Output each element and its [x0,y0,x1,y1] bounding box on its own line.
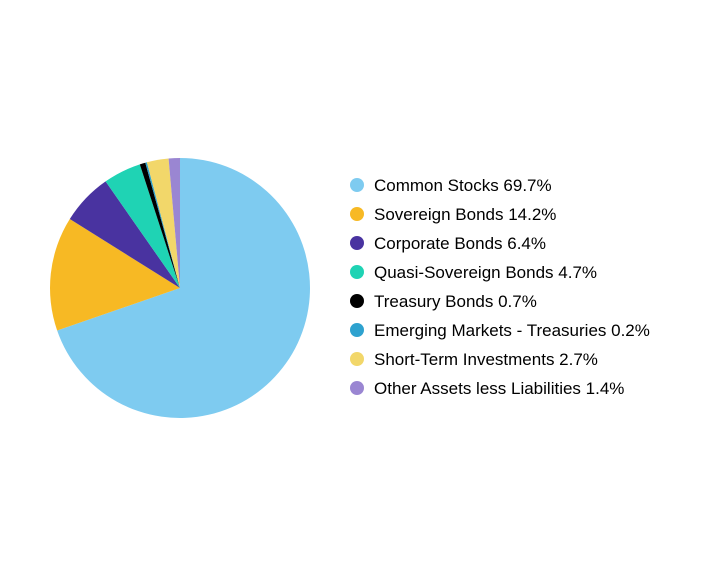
legend: Common Stocks 69.7% Sovereign Bonds 14.2%… [330,169,678,407]
legend-swatch [350,381,364,395]
legend-swatch [350,178,364,192]
legend-item: Quasi-Sovereign Bonds 4.7% [350,262,678,285]
pie-chart-column [30,138,330,438]
legend-swatch [350,294,364,308]
legend-label: Short-Term Investments 2.7% [374,349,598,372]
legend-label: Sovereign Bonds 14.2% [374,204,556,227]
legend-label: Corporate Bonds 6.4% [374,233,546,256]
legend-item: Emerging Markets - Treasuries 0.2% [350,320,678,343]
legend-swatch [350,323,364,337]
legend-item: Common Stocks 69.7% [350,175,678,198]
legend-item: Other Assets less Liabilities 1.4% [350,378,678,401]
legend-item: Corporate Bonds 6.4% [350,233,678,256]
legend-item: Short-Term Investments 2.7% [350,349,678,372]
legend-swatch [350,352,364,366]
legend-label: Quasi-Sovereign Bonds 4.7% [374,262,597,285]
chart-container: Common Stocks 69.7% Sovereign Bonds 14.2%… [0,0,708,576]
legend-swatch [350,265,364,279]
legend-swatch [350,236,364,250]
legend-swatch [350,207,364,221]
legend-label: Treasury Bonds 0.7% [374,291,537,314]
legend-item: Treasury Bonds 0.7% [350,291,678,314]
legend-label: Emerging Markets - Treasuries 0.2% [374,320,650,343]
legend-label: Other Assets less Liabilities 1.4% [374,378,624,401]
legend-item: Sovereign Bonds 14.2% [350,204,678,227]
pie-chart [30,138,330,438]
legend-label: Common Stocks 69.7% [374,175,552,198]
